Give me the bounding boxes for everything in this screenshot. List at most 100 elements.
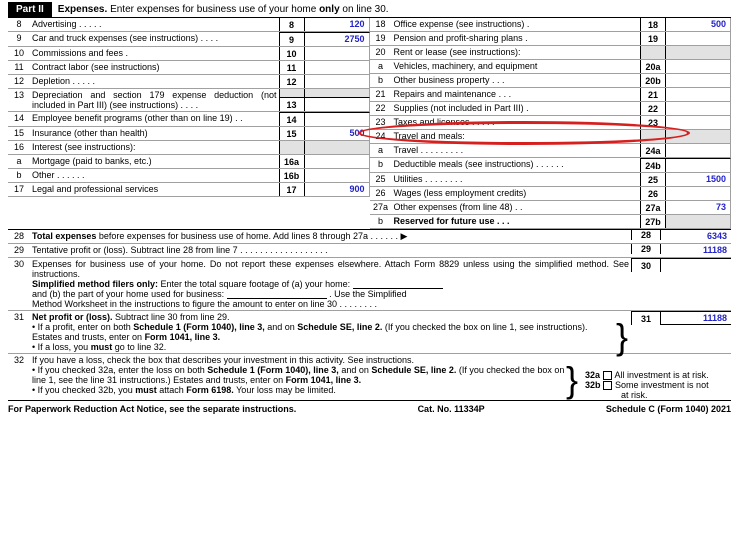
line-value[interactable] [666,88,731,101]
line-box: 27a [640,201,666,214]
right-column: 18Office expense (see instructions) .185… [370,18,732,229]
line-value[interactable] [305,155,370,168]
line-num: 31 [8,311,30,323]
line-num: b [370,74,392,87]
line-value[interactable] [666,158,731,172]
line-num: 32 [8,354,30,366]
line-desc: Contract labor (see instructions) [30,61,279,74]
line-17: 17Legal and professional services17900 [8,183,370,197]
line-value[interactable] [666,102,731,115]
line-box: 17 [279,183,305,196]
line-16a: aMortgage (paid to banks, etc.)16a [8,155,370,169]
line-28: 28 Total expenses before expenses for bu… [8,230,731,244]
line-desc: Deductible meals (see instructions) . . … [392,158,641,172]
line-value[interactable]: 11188 [661,311,731,325]
line-desc: Other business property . . . [392,74,641,87]
line-value[interactable]: 120 [305,18,370,31]
part-label: Part II [8,2,52,17]
line-29: 29 Tentative profit or (loss). Subtract … [8,244,731,258]
line-num: 17 [8,183,30,196]
line-box: 20a [640,60,666,73]
line-desc: Supplies (not included in Part III) . [392,102,641,115]
part-title: Expenses. Enter expenses for business us… [52,4,389,15]
home-sqft-input[interactable] [353,279,443,289]
line-num: b [8,169,30,182]
line-num: 26 [370,187,392,200]
line-30: 30 Expenses for business use of your hom… [8,258,731,311]
line-value[interactable] [661,258,731,272]
line-desc: Wages (less employment credits) [392,187,641,200]
line-desc: Commissions and fees . [30,47,279,60]
line-value[interactable] [666,32,731,45]
line-box: 26 [640,187,666,200]
line-box [279,141,305,154]
line-num: 30 [8,258,30,270]
business-sqft-input[interactable] [227,289,327,299]
line-num: b [370,215,392,228]
line-12: 12Depletion . . . . .12 [8,75,370,89]
line-value[interactable]: 2750 [305,32,370,46]
checkbox-32a[interactable] [603,371,612,380]
checkbox-area: 32a All investment is at risk. 32b Some … [581,354,731,400]
line-num: a [370,144,392,157]
line-box: 16a [279,155,305,168]
line-desc: Office expense (see instructions) . [392,18,641,31]
checkbox-32b[interactable] [603,381,612,390]
line-box: 11 [279,61,305,74]
line-value[interactable] [305,97,370,111]
line-num: 18 [370,18,392,31]
line-value[interactable]: 500 [666,18,731,31]
line-desc: Total expenses before expenses for busin… [30,230,631,243]
line-num: 13 [8,89,30,111]
line-desc: Utilities . . . . . . . . [392,173,641,186]
line-num: 23 [370,116,392,129]
line-value[interactable]: 900 [305,183,370,196]
line-box: 13 [279,97,305,111]
line-num: 28 [8,230,30,242]
line-value[interactable] [305,47,370,60]
line-value[interactable] [305,169,370,182]
line-box: 20b [640,74,666,87]
line-value[interactable] [666,187,731,200]
line-num: 14 [8,112,30,126]
line-27b: bReserved for future use . . .27b [370,215,732,229]
line-31: 31 Net profit or (loss). Subtract line 3… [8,311,731,354]
line-desc: Taxes and licenses . . . . . [392,116,641,129]
line-24: 24Travel and meals: [370,130,732,144]
line-box: 27b [640,215,666,228]
line-value[interactable]: 1500 [666,173,731,186]
line-value[interactable]: 500 [305,127,370,140]
line-box: 31 [631,311,661,325]
line-8: 8Advertising . . . . .8120 [8,18,370,32]
line-box: 30 [631,258,661,272]
line-value[interactable] [666,116,731,129]
line-desc: Mortgage (paid to banks, etc.) [30,155,279,168]
line-value[interactable]: 6343 [661,230,731,242]
line-box: 24b [640,158,666,172]
line-value [666,130,731,143]
line-16b: bOther . . . . . .16b [8,169,370,183]
line-num: 27a [370,201,392,214]
line-desc: Vehicles, machinery, and equipment [392,60,641,73]
line-value[interactable] [666,144,731,157]
line-value[interactable]: 73 [666,201,731,214]
footer-center: Cat. No. 11334P [418,404,485,414]
line-19: 19Pension and profit-sharing plans .19 [370,32,732,46]
line-box [640,46,666,59]
line-value[interactable] [666,74,731,87]
line-num: 29 [8,244,30,256]
line-value[interactable]: 11188 [661,244,731,256]
line-value[interactable] [305,112,370,126]
line-value[interactable] [666,60,731,73]
line-desc: Tentative profit or (loss). Subtract lin… [30,244,631,256]
line-11: 11Contract labor (see instructions)11 [8,61,370,75]
line-26: 26Wages (less employment credits)26 [370,187,732,201]
left-column: 8Advertising . . . . .81209Car and truck… [8,18,370,229]
line-32: 32 If you have a loss, check the box tha… [8,354,731,400]
line-box: 29 [631,244,661,254]
line-box: 23 [640,116,666,129]
line-value[interactable] [305,75,370,88]
footer-left: For Paperwork Reduction Act Notice, see … [8,404,296,414]
line-value[interactable] [305,61,370,74]
line-value [666,46,731,59]
